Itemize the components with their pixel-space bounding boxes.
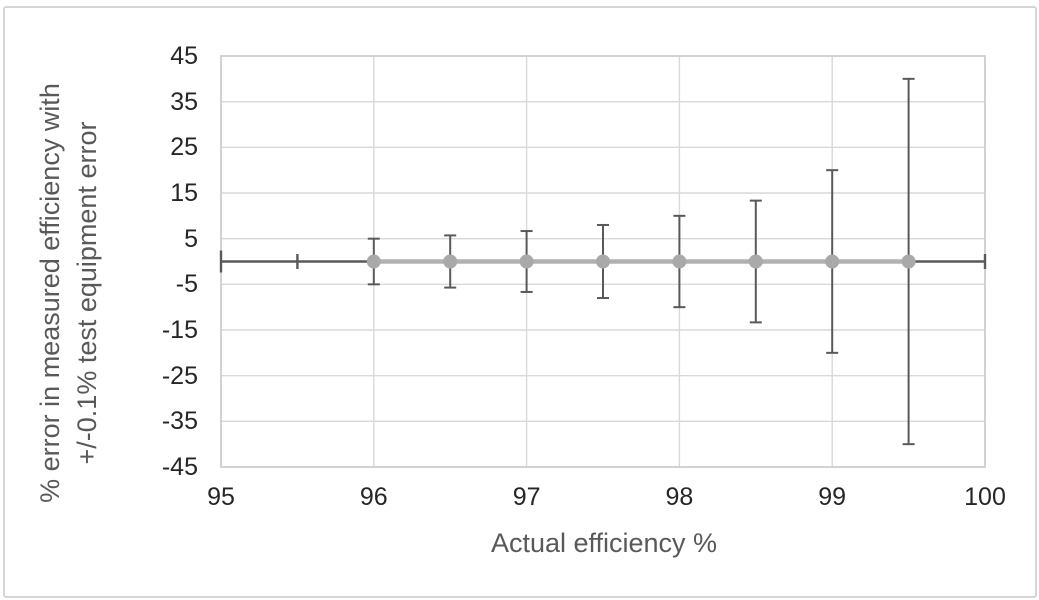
y-tick-label: -15	[161, 316, 198, 344]
data-point-marker	[519, 254, 534, 269]
y-tick-label: 15	[170, 179, 198, 207]
y-tick-label: 45	[170, 42, 198, 70]
y-tick-label: -45	[161, 453, 198, 481]
data-point-marker	[366, 254, 381, 269]
x-tick-label: 99	[818, 483, 847, 511]
data-point-marker	[596, 254, 610, 269]
x-tick-label: 96	[359, 483, 388, 511]
x-axis-title: Actual efficiency %	[490, 528, 718, 558]
x-tick-label: 100	[964, 483, 1006, 511]
y-tick-label: 35	[170, 87, 198, 116]
y-tick-label: -25	[161, 361, 198, 390]
x-tick-label: 95	[207, 483, 235, 511]
data-point-marker	[901, 254, 916, 269]
y-axis-title-line1: % error in measured efficiency with	[35, 83, 65, 503]
y-tick-label: 5	[184, 224, 198, 253]
data-point-marker	[672, 254, 687, 269]
y-tick-label: -5	[175, 270, 198, 299]
y-axis-title: % error in measured efficiency with +/-0…	[32, 68, 108, 518]
data-point-marker	[443, 254, 458, 269]
y-tick-label: -35	[161, 407, 198, 436]
data-point-marker	[825, 254, 840, 269]
x-tick-label: 98	[665, 483, 694, 511]
y-tick-label: 25	[170, 133, 198, 162]
y-axis-title-line2: +/-0.1% test equipment error	[72, 121, 102, 465]
data-point-marker	[748, 254, 763, 269]
x-tick-label: 97	[512, 483, 541, 511]
